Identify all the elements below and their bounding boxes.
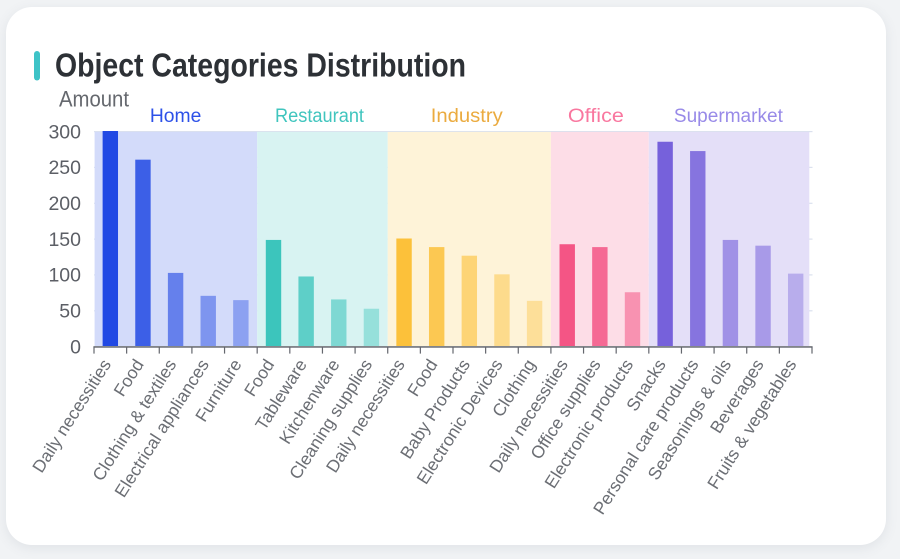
svg-text:Object Categories Distribution: Object Categories Distribution	[55, 47, 466, 84]
svg-text:250: 250	[48, 157, 81, 179]
svg-text:Supermarket: Supermarket	[674, 106, 784, 127]
svg-text:Home: Home	[150, 106, 202, 127]
svg-text:Amount: Amount	[59, 87, 129, 112]
svg-text:200: 200	[48, 193, 81, 215]
svg-text:Office: Office	[568, 106, 624, 127]
svg-text:0: 0	[70, 336, 81, 358]
svg-text:Industry: Industry	[431, 106, 504, 127]
svg-text:50: 50	[59, 301, 81, 323]
svg-text:Restaurant: Restaurant	[275, 106, 365, 127]
svg-text:300: 300	[48, 121, 81, 143]
svg-text:100: 100	[48, 265, 81, 287]
svg-text:150: 150	[48, 229, 81, 251]
